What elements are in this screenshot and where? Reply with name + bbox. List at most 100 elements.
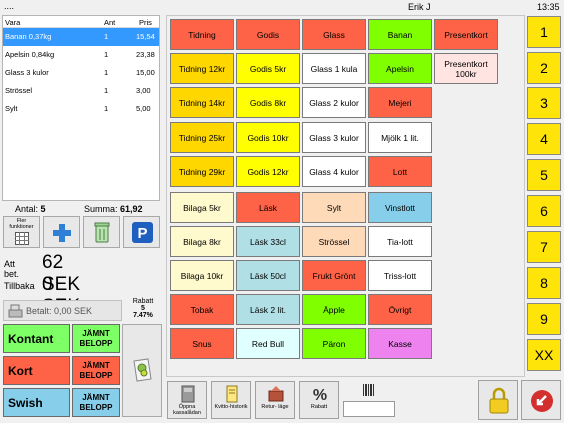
open-drawer-button[interactable]: Öppna kassalådan	[167, 381, 207, 419]
product-button[interactable]: Snus	[170, 328, 234, 359]
numpad-key[interactable]: 5	[527, 159, 561, 191]
open-drawer-label: Öppna kassalådan	[173, 404, 201, 416]
receipt-row[interactable]: Sylt 1 5,00	[3, 100, 159, 118]
return-mode-label: Retur- läge	[261, 404, 289, 410]
product-button[interactable]: Läsk	[236, 192, 300, 223]
row-qty: 1	[104, 32, 109, 41]
row-qty: 1	[104, 104, 109, 113]
row-item-name: Sylt	[5, 104, 18, 113]
barcode-input[interactable]	[343, 401, 395, 417]
more-functions-button[interactable]: Fler funktioner	[3, 216, 40, 248]
numpad-key[interactable]: XX	[527, 339, 561, 371]
product-button[interactable]: Glass 4 kulor	[302, 156, 366, 187]
product-button[interactable]: Frukt Grönt	[302, 260, 366, 291]
product-button[interactable]: Godis	[236, 19, 300, 50]
sum-label: Summa:	[84, 204, 118, 214]
product-button[interactable]: Banan	[368, 19, 432, 50]
discount-value: 5	[141, 305, 145, 312]
row-price: 15,00	[136, 68, 155, 77]
percent-icon: %	[313, 387, 327, 403]
numpad-key[interactable]: 7	[527, 231, 561, 263]
title-bar: .... Erik J 13:35	[0, 0, 564, 14]
row-qty: 1	[104, 86, 109, 95]
col-header-item: Vara	[5, 18, 21, 27]
receipt-row[interactable]: Banan 0,37kg 1 15,54	[3, 28, 159, 46]
paid-label: Betalt: 0,00 SEK	[26, 306, 93, 316]
product-button[interactable]: Sylt	[302, 192, 366, 223]
card-exact-button[interactable]: JÄMNT BELOPP	[72, 356, 120, 385]
product-button[interactable]: Tidning 25kr	[170, 122, 234, 153]
product-button[interactable]: Äpple	[302, 294, 366, 325]
menu-dots[interactable]: ....	[4, 1, 15, 11]
discount-button[interactable]: % Rabatt	[299, 381, 339, 419]
product-button[interactable]: Strössel	[302, 226, 366, 257]
product-button[interactable]: Godis 8kr	[236, 87, 300, 118]
product-button[interactable]: Glass	[302, 19, 366, 50]
product-button[interactable]: Triss-lott	[368, 260, 432, 291]
product-button[interactable]: Läsk 50cl	[236, 260, 300, 291]
row-item-name: Apelsin 0,84kg	[5, 50, 55, 59]
card-button[interactable]: Kort	[3, 356, 70, 385]
product-button[interactable]: Vinstlott	[368, 192, 432, 223]
numpad-key[interactable]: 9	[527, 303, 561, 335]
product-button[interactable]: Godis 5kr	[236, 53, 300, 84]
product-button[interactable]: Mjölk 1 lit.	[368, 122, 432, 153]
numpad-key[interactable]: 4	[527, 123, 561, 155]
return-mode-button[interactable]: Retur- läge	[255, 381, 295, 419]
product-button[interactable]: Läsk 2 lit.	[236, 294, 300, 325]
product-button[interactable]: Red Bull	[236, 328, 300, 359]
numpad-key[interactable]: 8	[527, 267, 561, 299]
col-header-qty: Ant	[104, 18, 116, 27]
product-button[interactable]: Övrigt	[368, 294, 432, 325]
receipt-list[interactable]: Vara Ant Pris Banan 0,37kg 1 15,54 Apels…	[2, 15, 160, 201]
coin-counter-button[interactable]	[122, 324, 162, 417]
product-button[interactable]: Tidning 14kr	[170, 87, 234, 118]
product-button[interactable]: Bilaga 5kr	[170, 192, 234, 223]
product-button[interactable]: Bilaga 8kr	[170, 226, 234, 257]
product-button[interactable]: Godis 10kr	[236, 122, 300, 153]
receipt-row[interactable]: Apelsin 0,84kg 1 23,38	[3, 46, 159, 64]
plus-icon	[53, 224, 71, 242]
product-button[interactable]: Bilaga 10kr	[170, 260, 234, 291]
product-button[interactable]: Tobak	[170, 294, 234, 325]
cash-button[interactable]: Kontant	[3, 324, 70, 353]
row-item-name: Glass 3 kulor	[5, 68, 49, 77]
sum-value: 61,92	[120, 204, 143, 214]
col-header-price: Pris	[139, 18, 152, 27]
product-button[interactable]: Glass 2 kulor	[302, 87, 366, 118]
product-button[interactable]: Glass 1 kula	[302, 53, 366, 84]
exit-button[interactable]	[521, 380, 561, 420]
product-button[interactable]: Kasse	[368, 328, 432, 359]
item-count: Antal: 5	[15, 204, 46, 214]
product-button[interactable]: Glass 3 kulor	[302, 122, 366, 153]
swish-button[interactable]: Swish	[3, 388, 70, 417]
numpad-key[interactable]: 6	[527, 195, 561, 227]
receipt-row[interactable]: Strössel 1 3,00	[3, 82, 159, 100]
cash-exact-button[interactable]: JÄMNT BELOPP	[72, 324, 120, 353]
numpad-key[interactable]: 3	[527, 87, 561, 119]
receipt-icon	[226, 385, 238, 403]
add-item-button[interactable]	[43, 216, 80, 248]
product-button[interactable]: Presentkort	[434, 19, 498, 50]
product-button[interactable]: Läsk 33cl	[236, 226, 300, 257]
numpad-key[interactable]: 2	[527, 52, 561, 84]
product-button[interactable]: Mejeri	[368, 87, 432, 118]
numpad-key[interactable]: 1	[527, 16, 561, 48]
product-button[interactable]: Presentkort 100kr	[434, 53, 498, 84]
swish-exact-button[interactable]: JÄMNT BELOPP	[72, 388, 120, 417]
product-button[interactable]: Tidning 12kr	[170, 53, 234, 84]
product-button[interactable]: Apelsin	[368, 53, 432, 84]
product-button[interactable]: Lott	[368, 156, 432, 187]
row-item-name: Strössel	[5, 86, 33, 95]
product-button[interactable]: Godis 12kr	[236, 156, 300, 187]
receipt-history-button[interactable]: Kvitto-historik	[211, 381, 251, 419]
discount-percent: 7.47%	[133, 312, 153, 319]
product-button[interactable]: Tidning 29kr	[170, 156, 234, 187]
product-button[interactable]: Tidning	[170, 19, 234, 50]
delete-item-button[interactable]	[83, 216, 120, 248]
product-button[interactable]: Tia-lott	[368, 226, 432, 257]
park-receipt-button[interactable]: P	[123, 216, 160, 248]
product-button[interactable]: Päron	[302, 328, 366, 359]
lock-button[interactable]	[478, 380, 518, 420]
receipt-row[interactable]: Glass 3 kulor 1 15,00	[3, 64, 159, 82]
